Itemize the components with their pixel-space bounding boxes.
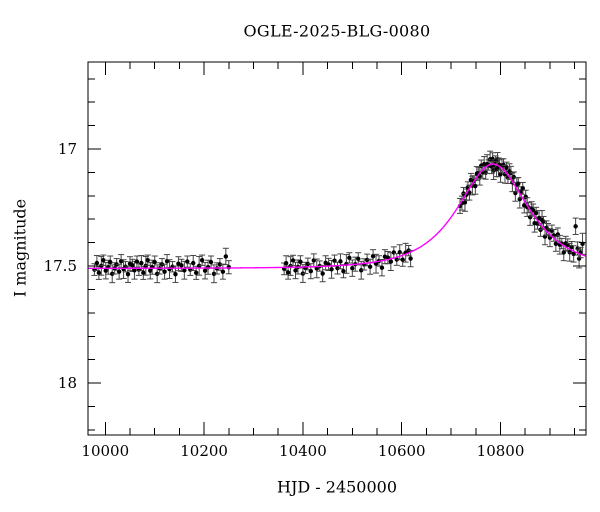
data-point [116,269,122,274]
data-point [226,265,232,270]
x-tick-label: 10600 [378,442,426,460]
data-point [220,269,226,274]
data-point [347,255,352,261]
data-series [91,150,586,284]
data-point [530,207,536,213]
data-point [370,254,376,259]
data-point [364,257,370,263]
data-point [130,263,135,268]
data-point [350,265,355,271]
data-point [96,270,102,276]
data-point [103,268,108,273]
data-point [223,254,229,259]
data-point [193,270,199,276]
data-point [108,259,113,265]
data-point [293,268,298,273]
data-point [94,260,100,266]
data-point [162,269,167,274]
model-curve [88,163,587,269]
data-point [185,259,190,264]
data-point [141,270,146,276]
data-point [134,259,140,264]
data-point [329,267,334,272]
data-point [553,241,559,247]
x-tick-label: 10000 [81,442,129,460]
data-point [504,165,509,170]
data-point [473,183,478,189]
data-point [516,181,521,186]
data-point [101,258,106,263]
chart-title: OGLE-2025-BLG-0080 [243,21,431,41]
data-point [132,268,137,273]
data-point [298,259,303,265]
data-point [520,186,525,191]
data-point [397,250,402,255]
data-point [173,272,178,277]
x-tick-label: 10400 [279,442,327,460]
data-point [338,259,343,264]
data-point [356,256,361,261]
model-curve-layer [88,163,587,269]
data-point [179,263,184,268]
data-point [182,268,187,273]
data-point [379,265,385,270]
data-point [400,257,405,262]
data-point [462,200,468,205]
data-point [148,268,153,273]
data-point [367,264,373,269]
data-point [199,258,205,263]
data-point [308,268,314,274]
y-tick-label: 17.5 [44,257,77,275]
data-point [408,256,413,261]
y-tick-label: 17 [58,140,77,158]
data-point [565,242,570,248]
data-point [290,258,296,263]
data-point [388,259,394,264]
data-point [283,261,289,266]
data-point [320,271,325,276]
data-point [573,224,578,229]
data-point [152,259,157,265]
data-point [285,270,291,275]
tick-labels: 10000 10200 10400 10600 10800 17 17.5 18 [44,140,525,460]
data-point [191,260,196,266]
x-tick-label: 10200 [180,442,228,460]
data-point [332,258,337,263]
data-point [341,268,346,274]
y-axis-label: I magnitude [10,198,30,298]
data-point [202,268,208,273]
data-point [335,265,340,271]
y-tick-label: 18 [58,374,77,392]
x-tick-label: 10800 [477,442,525,460]
plot-frame [87,61,587,436]
data-point [125,272,131,277]
data-point [208,259,214,265]
data-point [533,210,539,216]
data-point [145,258,150,263]
x-axis-label: HJD - 2450000 [276,477,398,497]
data-point [139,260,144,266]
